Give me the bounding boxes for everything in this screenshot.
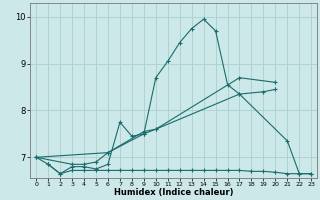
X-axis label: Humidex (Indice chaleur): Humidex (Indice chaleur): [114, 188, 234, 197]
